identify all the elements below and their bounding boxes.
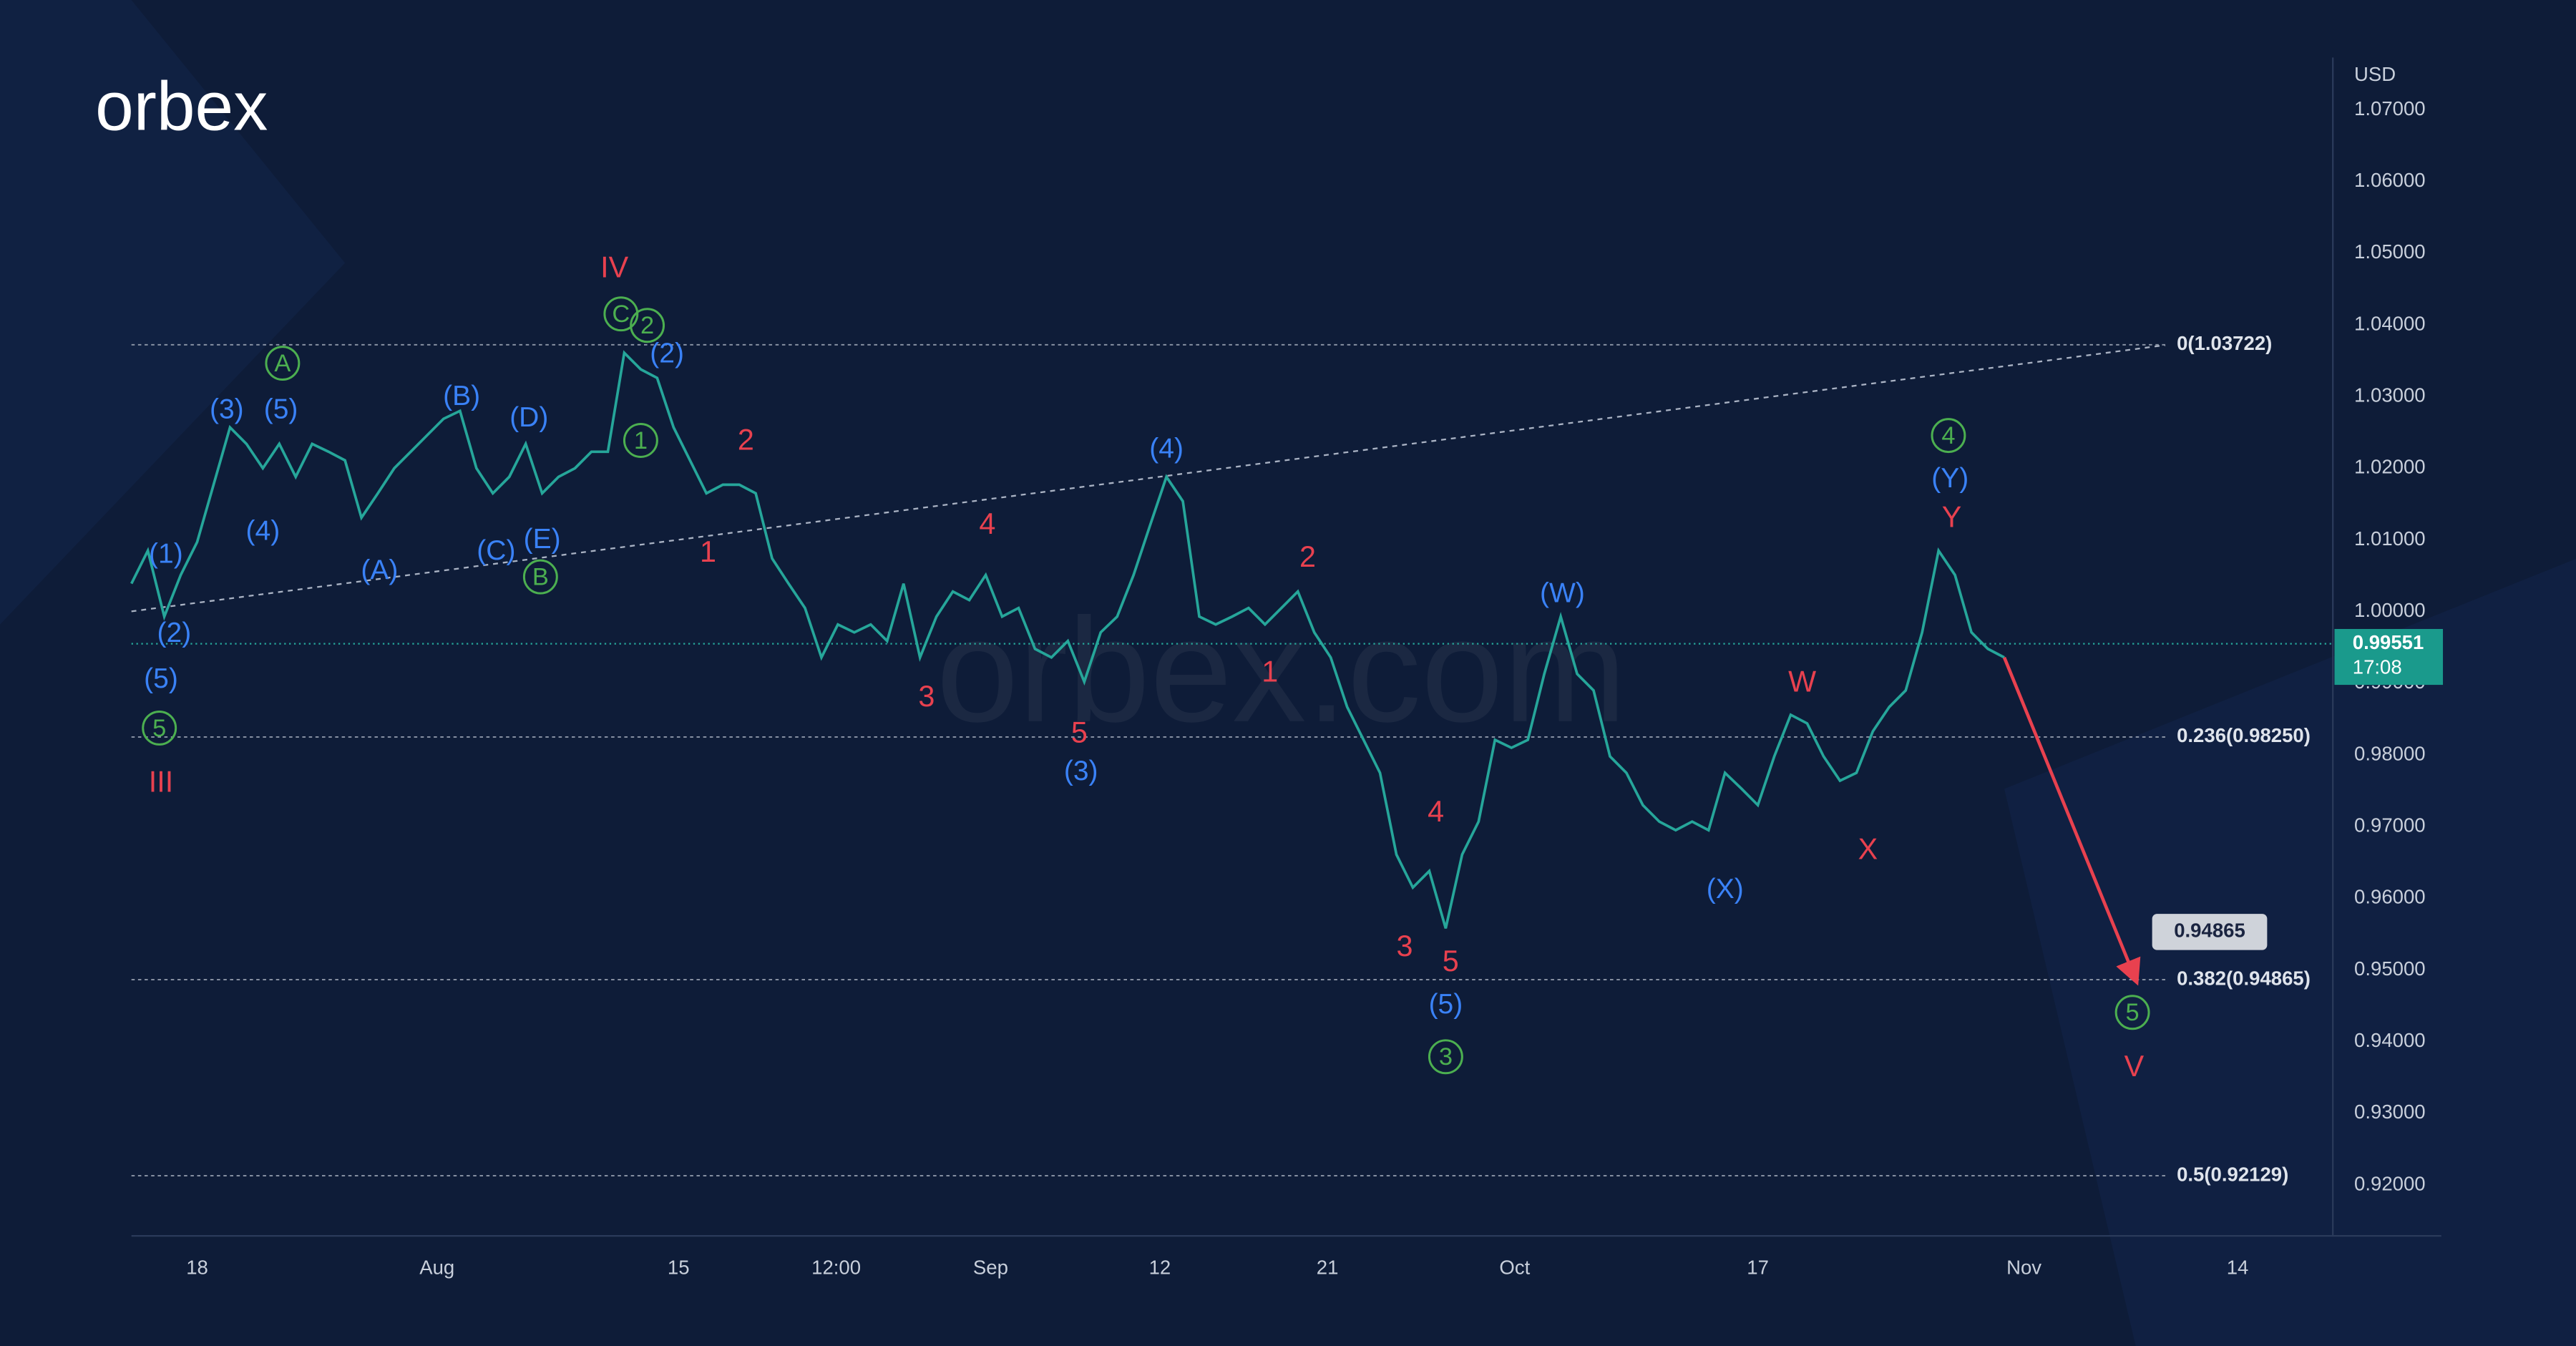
wave-label: (3) [1064, 756, 1098, 786]
wave-label: (D) [509, 402, 548, 433]
wave-label: (2) [650, 338, 684, 369]
y-tick-label: 0.95000 [2354, 957, 2426, 980]
x-tick-label: Aug [419, 1256, 454, 1278]
wave-label: (W) [1540, 578, 1585, 609]
wave-label: 1 [1262, 655, 1278, 688]
y-tick-label: 1.02000 [2354, 456, 2426, 478]
wave-label: 3 [1439, 1043, 1453, 1071]
wave-circle [142, 710, 177, 746]
x-tick-label: 17 [1747, 1256, 1769, 1278]
wave-label: 4 [1941, 422, 1955, 449]
wave-label: IV [600, 251, 628, 284]
y-tick-label: 1.01000 [2354, 527, 2426, 550]
target-box [2152, 914, 2268, 950]
wave-label: (4) [1149, 434, 1184, 464]
wave-label: (Y) [1931, 463, 1968, 494]
wave-label: 2 [738, 424, 754, 457]
wave-circle [1931, 418, 1966, 454]
wave-label: 1 [634, 427, 648, 454]
wave-circle [265, 346, 301, 381]
decor [0, 0, 346, 625]
x-tick-label: Nov [2006, 1256, 2041, 1278]
wave-label: 5 [2126, 999, 2140, 1026]
wave-label: 4 [979, 507, 995, 540]
x-tick-label: 15 [668, 1256, 690, 1278]
y-tick-label: 0.96000 [2354, 886, 2426, 908]
wave-label: X [1858, 833, 1878, 866]
y-tick-label: 0.97000 [2354, 814, 2426, 836]
fib-label: 0(1.03722) [2177, 332, 2272, 354]
price-box [2334, 628, 2444, 686]
logo: orbex [95, 69, 268, 145]
watermark: orbex.com [937, 587, 1627, 753]
wave-label: W [1788, 665, 1816, 698]
price-line [130, 350, 2005, 929]
unit-label: USD [2354, 63, 2396, 85]
wave-label: (A) [361, 555, 398, 586]
wave-label: (B) [443, 381, 480, 411]
projection-arrow [2002, 656, 2141, 986]
wave-circle [2114, 995, 2150, 1030]
wave-label: (5) [264, 394, 298, 424]
wave-label: 5 [152, 715, 166, 742]
wave-circle [522, 559, 558, 595]
wave-label: A [274, 350, 291, 377]
wave-label: Y [1942, 501, 1962, 534]
wave-label: 4 [1428, 795, 1444, 828]
wave-label: 2 [640, 312, 654, 339]
wave-label: 2 [1299, 540, 1316, 573]
y-tick-label: 0.92000 [2354, 1172, 2426, 1194]
y-tick-label: 0.98000 [2354, 742, 2426, 764]
wave-label: 5 [1443, 945, 1459, 977]
wave-circle [1428, 1039, 1463, 1075]
wave-label: 5 [1071, 716, 1088, 749]
wave-label: (1) [149, 539, 183, 570]
wave-label: (E) [524, 524, 561, 555]
price-box-value: 0.99551 [2353, 631, 2424, 653]
wave-label: 3 [1397, 930, 1413, 962]
wave-label: III [149, 765, 173, 798]
wave-label: (3) [210, 394, 244, 424]
wave-label: (5) [144, 663, 178, 694]
x-tick-label: 21 [1317, 1256, 1339, 1278]
wave-label: V [2124, 1050, 2145, 1083]
x-tick-label: 14 [2227, 1256, 2249, 1278]
x-tick-label: 18 [186, 1256, 208, 1278]
x-tick-label: 12:00 [811, 1256, 861, 1278]
y-tick-label: 1.00000 [2354, 599, 2426, 621]
wave-label: (5) [1429, 989, 1463, 1020]
target-label: 0.94865 [2174, 920, 2245, 942]
y-tick-label: 0.93000 [2354, 1101, 2426, 1123]
wave-label: (2) [157, 618, 192, 648]
x-tick-label: Oct [1499, 1256, 1530, 1278]
x-tick-label: Sep [973, 1256, 1008, 1278]
wave-circle [623, 423, 658, 458]
y-tick-label: 0.94000 [2354, 1029, 2426, 1051]
y-tick-label: 1.05000 [2354, 240, 2426, 263]
y-tick-label: 1.06000 [2354, 169, 2426, 191]
wave-label: B [532, 564, 549, 591]
fib-label: 0.5(0.92129) [2177, 1163, 2288, 1185]
wave-label: 1 [700, 535, 716, 568]
y-tick-label: 1.07000 [2354, 97, 2426, 120]
trend-line [131, 344, 2166, 613]
wave-label: (X) [1707, 874, 1744, 904]
wave-label: 3 [918, 680, 935, 713]
wave-circle [630, 308, 665, 343]
y-tick-label: 1.04000 [2354, 312, 2426, 334]
decor [2004, 558, 2576, 1346]
fib-label: 0.236(0.98250) [2177, 724, 2311, 746]
y-tick-label: 1.03000 [2354, 384, 2426, 406]
fib-label: 0.382(0.94865) [2177, 967, 2311, 989]
wave-label: C [612, 301, 630, 328]
wave-circle [603, 296, 639, 332]
x-tick-label: 12 [1149, 1256, 1171, 1278]
wave-label: (4) [246, 515, 280, 546]
wave-label: (C) [477, 535, 515, 566]
price-box-countdown: 17:08 [2353, 655, 2402, 678]
